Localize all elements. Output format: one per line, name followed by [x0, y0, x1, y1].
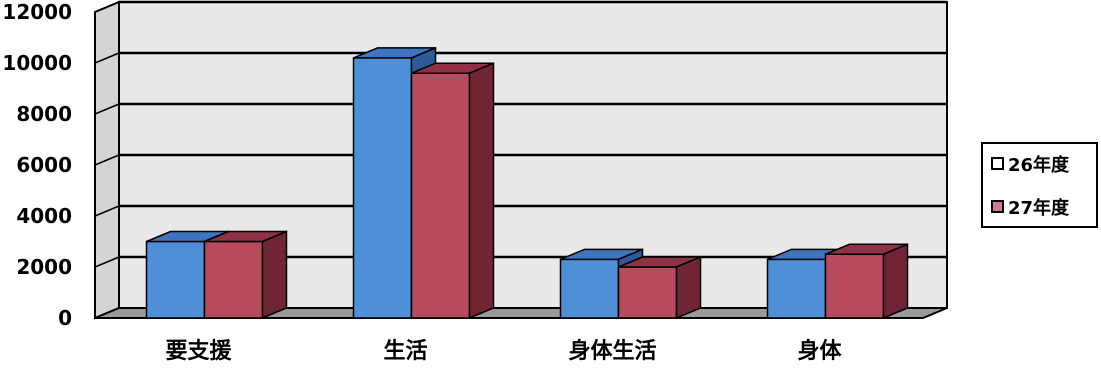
- x-tick-label: 身体生活: [568, 338, 656, 364]
- gridline-side: [94, 52, 120, 64]
- x-axis-ticks: 要支援 生活 身体生活 身体: [165, 338, 842, 364]
- legend-swatch-26: [991, 157, 1004, 170]
- legend-label-27: 27年度: [1008, 197, 1070, 219]
- bar-2-1: [617, 255, 702, 320]
- legend: 26年度 27年度: [981, 142, 1098, 228]
- legend-swatch-27: [991, 200, 1004, 213]
- bar-front: [203, 240, 264, 319]
- bars: [145, 46, 909, 320]
- x-tick-label: 要支援: [165, 339, 232, 364]
- bar-side: [675, 255, 702, 320]
- bar-side: [882, 243, 909, 320]
- bar-front: [824, 253, 885, 319]
- gridline-side: [94, 1, 120, 13]
- y-tick-label: 10000: [2, 51, 72, 75]
- bar-side: [468, 62, 495, 320]
- x-tick-label: 身体: [797, 338, 842, 364]
- gridline-side: [94, 154, 120, 166]
- bar-3-1: [824, 243, 909, 320]
- y-tick-label: 2000: [16, 255, 72, 279]
- gridline-side: [94, 103, 120, 115]
- bar-0-1: [203, 230, 288, 320]
- y-tick-label: 4000: [16, 204, 72, 228]
- y-tick-label: 6000: [16, 153, 72, 177]
- bar-1-1: [410, 62, 495, 320]
- bar-front: [410, 72, 471, 319]
- y-tick-label: 8000: [16, 102, 72, 126]
- y-tick-label: 12000: [2, 0, 72, 24]
- bar-front: [145, 240, 206, 319]
- gridline-side: [94, 205, 120, 217]
- x-tick-label: 生活: [383, 339, 427, 364]
- legend-label-26: 26年度: [1008, 154, 1070, 176]
- y-tick-label: 0: [58, 306, 72, 330]
- y-axis-ticks: 0 2000 4000 6000 8000 10000 12000: [2, 0, 72, 330]
- bar-side: [261, 230, 288, 320]
- bar-front: [352, 57, 413, 319]
- bar-front: [617, 266, 678, 319]
- bar-front: [559, 258, 620, 319]
- bar-front: [766, 258, 827, 319]
- gridline-side: [94, 256, 120, 268]
